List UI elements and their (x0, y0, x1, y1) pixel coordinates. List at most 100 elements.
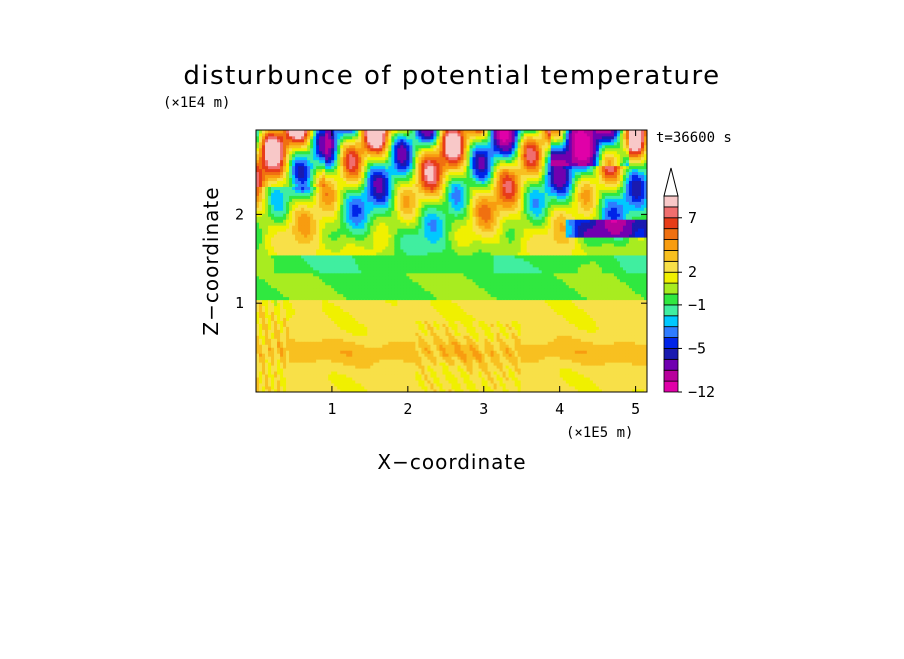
heatmap-cell (385, 144, 389, 149)
heatmap-cell (352, 261, 356, 265)
heatmap-cell (310, 150, 314, 155)
heatmap-cell (382, 258, 386, 262)
heatmap-cell (406, 198, 410, 202)
heatmap-cell (352, 135, 356, 140)
heatmap-cell (271, 350, 275, 354)
heatmap-cell (292, 344, 296, 348)
heatmap-cell (319, 362, 323, 366)
heatmap-cell (292, 347, 296, 351)
heatmap-cell (355, 311, 359, 315)
heatmap-cell (289, 326, 293, 330)
heatmap-cell (391, 326, 395, 330)
heatmap-cell (286, 284, 290, 289)
heatmap-cell (388, 317, 392, 321)
heatmap-cell (268, 266, 272, 271)
heatmap-cell (331, 174, 335, 179)
heatmap-cell (286, 380, 290, 384)
heatmap-cell (334, 338, 338, 342)
heatmap-cell (367, 168, 371, 173)
heatmap-cell (352, 213, 356, 217)
heatmap-cell (403, 225, 407, 229)
heatmap-cell (421, 255, 425, 259)
heatmap-cell (265, 201, 269, 205)
heatmap-cell (352, 272, 356, 277)
heatmap-cell (337, 153, 341, 158)
heatmap-cell (307, 147, 311, 152)
heatmap-cell (325, 243, 329, 247)
heatmap-cell (280, 311, 284, 315)
heatmap-cell (373, 150, 377, 155)
heatmap-cell (370, 255, 374, 259)
heatmap-cell (313, 350, 317, 354)
heatmap-cell (286, 147, 290, 152)
heatmap-cell (415, 380, 419, 384)
heatmap-cell (394, 293, 398, 298)
heatmap-cell (343, 189, 347, 193)
heatmap-cell (286, 186, 290, 190)
heatmap-cell (295, 186, 299, 190)
heatmap-cell (301, 269, 305, 274)
heatmap-cell (343, 287, 347, 292)
heatmap-cell (388, 165, 392, 170)
heatmap-cell (256, 275, 260, 280)
heatmap-cell (385, 365, 389, 369)
heatmap-cell (406, 210, 410, 214)
heatmap-cell (415, 377, 419, 381)
heatmap-cell (346, 255, 350, 259)
heatmap-cell (256, 174, 260, 179)
heatmap-cell (382, 317, 386, 321)
heatmap-cell (286, 353, 290, 357)
heatmap-cell (403, 171, 407, 176)
heatmap-cell (403, 353, 407, 357)
heatmap-cell (298, 189, 302, 193)
heatmap-cell (346, 213, 350, 217)
heatmap-cell (295, 377, 299, 381)
heatmap-cell (385, 243, 389, 247)
heatmap-cell (328, 141, 332, 146)
heatmap-cell (280, 132, 284, 137)
heatmap-cell (265, 177, 269, 182)
heatmap-cell (352, 147, 356, 152)
heatmap-cell (364, 320, 368, 324)
heatmap-cell (265, 266, 269, 271)
heatmap-cell (409, 180, 413, 184)
heatmap-cell (301, 162, 305, 167)
heatmap-cell (316, 159, 320, 164)
heatmap-cell (328, 380, 332, 384)
heatmap-cell (352, 308, 356, 313)
heatmap-cell (328, 341, 332, 345)
heatmap-cell (403, 195, 407, 199)
heatmap-cell (370, 365, 374, 369)
heatmap-cell (331, 222, 335, 226)
heatmap-cell (304, 135, 308, 140)
heatmap-cell (307, 216, 311, 220)
heatmap-cell (409, 234, 413, 238)
heatmap-cell (301, 177, 305, 182)
heatmap-cell (412, 350, 416, 354)
heatmap-cell (319, 130, 323, 134)
heatmap-cell (310, 177, 314, 182)
heatmap-cell (373, 302, 377, 307)
heatmap-cell (271, 347, 275, 351)
heatmap-cell (370, 368, 374, 372)
heatmap-cell (424, 326, 428, 330)
heatmap-cell (352, 335, 356, 339)
heatmap-cell (355, 278, 359, 283)
heatmap-cell (406, 311, 410, 315)
heatmap-cell (382, 278, 386, 283)
heatmap-cell (391, 183, 395, 187)
heatmap-cell (421, 338, 425, 342)
heatmap-cell (313, 323, 317, 327)
heatmap-cell (364, 168, 368, 173)
heatmap-cell (256, 311, 260, 315)
heatmap-cell (310, 156, 314, 161)
heatmap-cell (310, 189, 314, 193)
heatmap-cell (379, 225, 383, 229)
heatmap-cell (409, 353, 413, 357)
heatmap-cell (295, 258, 299, 262)
heatmap-cell (274, 320, 278, 324)
heatmap-cell (382, 255, 386, 259)
heatmap-cell (307, 228, 311, 232)
heatmap-cell (325, 213, 329, 217)
heatmap-cell (322, 156, 326, 161)
